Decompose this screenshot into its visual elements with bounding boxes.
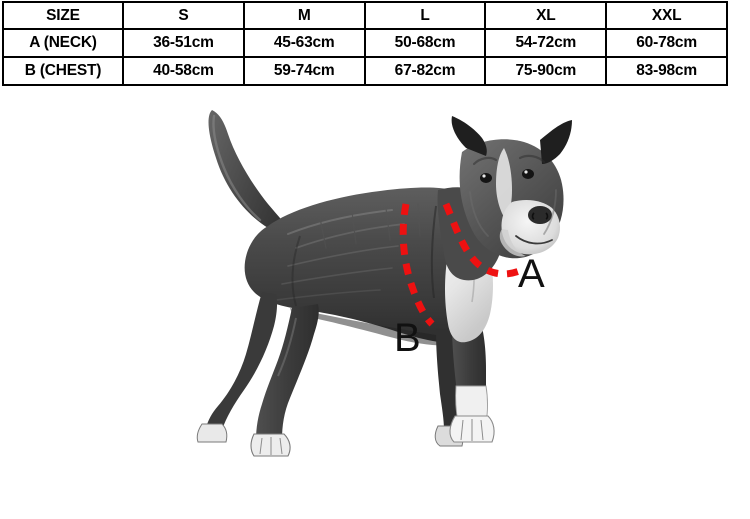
- chest-s: 40-58cm: [122, 56, 245, 86]
- dog-nose: [528, 206, 552, 224]
- dog-ear-left: [451, 116, 487, 156]
- table-row-neck: A (NECK) 36-51cm 45-63cm 50-68cm 54-72cm…: [2, 28, 728, 58]
- chest-xxl: 83-98cm: [605, 56, 728, 86]
- dog-nostril-right: [545, 212, 549, 220]
- measure-label-b: B: [394, 316, 421, 360]
- measure-line-a: [442, 202, 524, 278]
- table-header-xl: XL: [484, 1, 608, 30]
- measure-label-a: A: [518, 252, 545, 296]
- dog-eye-left: [480, 173, 492, 183]
- row-label-chest: B (CHEST): [2, 56, 124, 86]
- neck-xl: 54-72cm: [484, 28, 608, 58]
- dog-front-toes: [460, 419, 484, 441]
- size-chart-table: SIZE S M L XL XXL A (NECK) 36-51cm 45-63…: [2, 1, 728, 86]
- table-header-xxl: XXL: [605, 1, 728, 30]
- dog-hind-leg-far: [206, 292, 278, 430]
- dog-hind-toes: [259, 437, 283, 455]
- dog-body: [244, 187, 485, 344]
- dog-belly-shadow: [290, 308, 466, 346]
- dog-hind-paw-far: [196, 423, 228, 443]
- dog-body-shading: [275, 203, 421, 301]
- dog-tail-highlight: [212, 114, 262, 222]
- table-header-size: SIZE: [2, 1, 124, 30]
- dog-ear-right: [540, 120, 572, 164]
- dog-rear-haunch-line: [291, 235, 301, 307]
- dog-hind-leg-near: [256, 304, 319, 440]
- dog-illustration: [0, 86, 750, 519]
- dog-tail: [208, 110, 294, 238]
- dog-nostril-left: [531, 212, 535, 220]
- dog-eye-right: [522, 169, 534, 179]
- chest-l: 67-82cm: [363, 56, 487, 86]
- neck-xxl: 60-78cm: [605, 28, 728, 58]
- neck-s: 36-51cm: [122, 28, 245, 58]
- dog-shoulder-line: [430, 205, 437, 299]
- neck-m: 45-63cm: [242, 28, 366, 58]
- measure-line-b: [399, 203, 435, 327]
- table-header-row: SIZE S M L XL XXL: [2, 1, 728, 30]
- table-header-l: L: [363, 1, 487, 30]
- dog-eye-left-glint: [482, 174, 486, 178]
- dog-head-shading: [469, 154, 557, 237]
- chest-m: 59-74cm: [242, 56, 366, 86]
- table-row-chest: B (CHEST) 40-58cm 59-74cm 67-82cm 75-90c…: [2, 56, 728, 86]
- dog-jowl: [499, 229, 526, 257]
- chest-xl: 75-90cm: [484, 56, 608, 86]
- dog-hind-hock-highlight: [277, 317, 297, 377]
- table-header-m: M: [242, 1, 366, 30]
- dog-head-blaze: [496, 148, 512, 220]
- row-label-neck: A (NECK): [2, 28, 124, 58]
- dog-side-view-graphic: [196, 110, 572, 457]
- dog-front-leg-far: [436, 328, 458, 430]
- dog-mouth: [515, 235, 553, 245]
- dog-eye-right-glint: [524, 170, 528, 174]
- neck-l: 50-68cm: [363, 28, 487, 58]
- table-header-s: S: [122, 1, 245, 30]
